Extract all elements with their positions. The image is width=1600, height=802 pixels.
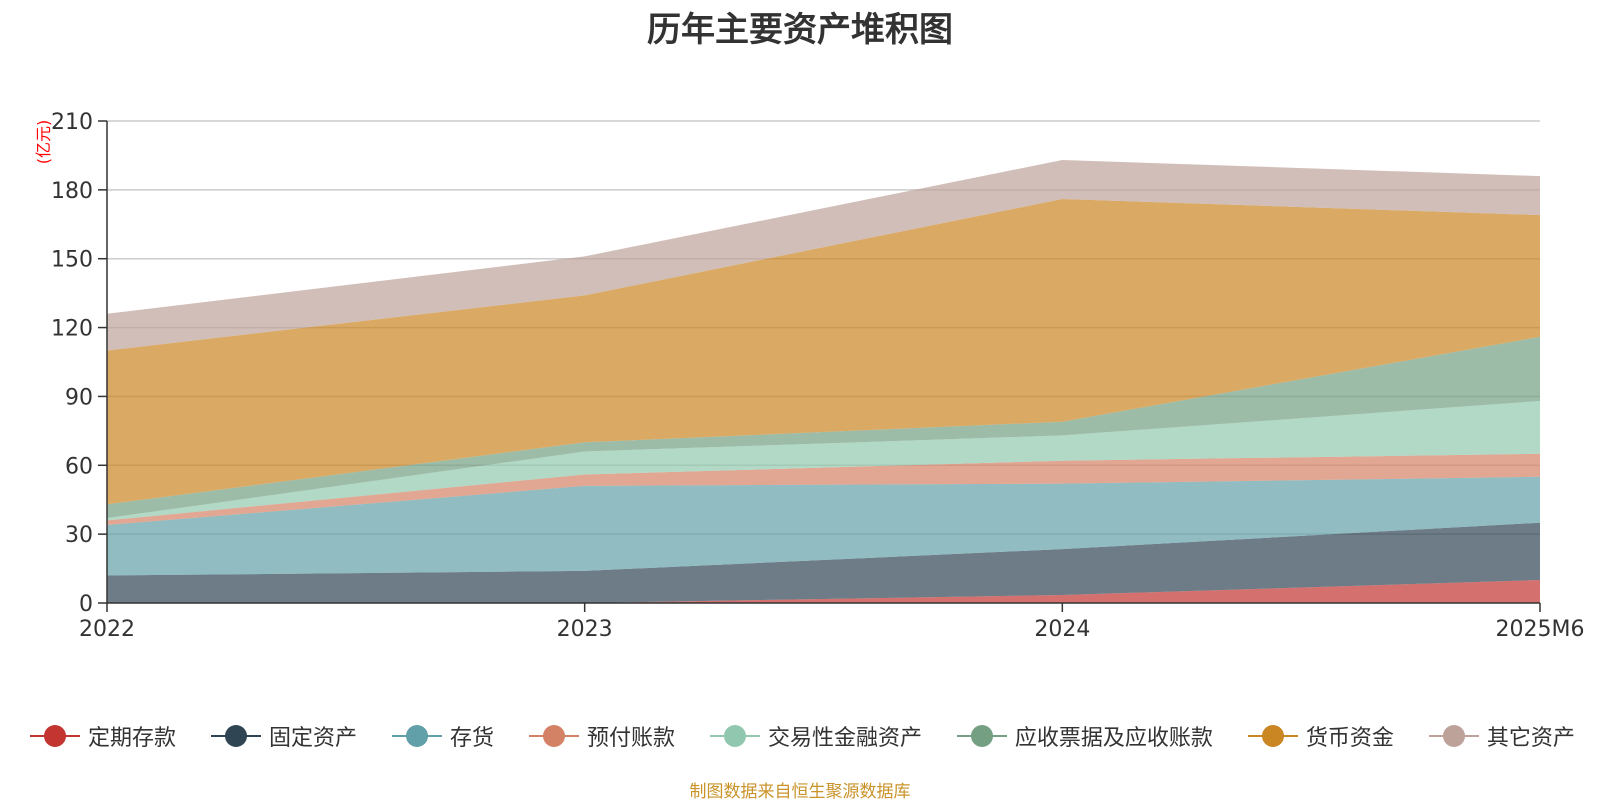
- legend-item[interactable]: 应收票据及应收账款: [956, 720, 1213, 752]
- legend-label: 应收票据及应收账款: [1014, 726, 1213, 751]
- y-tick-label: 90: [65, 385, 93, 410]
- legend-item[interactable]: 预付账款: [528, 720, 675, 752]
- legend-item[interactable]: 其它资产: [1428, 720, 1575, 752]
- legend-marker-icon: [528, 724, 579, 748]
- axes: 0 30 60 90 120 150 180 210 2022 2023 2024 2025M6: [51, 110, 1584, 642]
- legend-label: 固定资产: [268, 726, 357, 751]
- legend-marker-icon: [1247, 724, 1298, 748]
- legend: 定期存款 固定资产 存货 预付账款 交易性金融资产 应收票据及应收账款 货币资金 其它资产: [30, 718, 1575, 754]
- x-tick-label: 2024: [1034, 617, 1090, 642]
- y-axis-unit-label: (亿元): [34, 120, 53, 165]
- legend-label: 预付账款: [586, 726, 675, 751]
- chart-title: 历年主要资产堆积图: [647, 10, 953, 50]
- legend-marker-icon: [210, 724, 261, 748]
- x-tick-label: 2023: [557, 617, 613, 642]
- area-交易性金融资产: [107, 401, 1540, 521]
- area-货币资金: [107, 199, 1540, 505]
- source-note: 制图数据来自恒生聚源数据库: [689, 782, 911, 802]
- legend-label: 定期存款: [88, 726, 177, 751]
- area-预付账款: [107, 453, 1540, 525]
- y-tick-label: 0: [79, 592, 93, 617]
- area-定期存款: [107, 580, 1540, 603]
- legend-item[interactable]: 存货: [391, 720, 494, 752]
- y-tick-label: 60: [65, 454, 93, 479]
- y-tick-label: 120: [51, 317, 93, 342]
- area-固定资产: [107, 522, 1540, 603]
- x-tick-label: 2022: [79, 617, 135, 642]
- legend-label: 其它资产: [1486, 726, 1575, 751]
- legend-marker-icon: [391, 724, 442, 748]
- y-tick-label: 150: [51, 248, 93, 273]
- legend-item[interactable]: 货币资金: [1247, 720, 1394, 752]
- area-存货: [107, 476, 1540, 576]
- legend-marker-icon: [1428, 724, 1479, 748]
- legend-marker-icon: [956, 724, 1007, 748]
- y-tick-label: 210: [51, 110, 93, 135]
- legend-marker-icon: [30, 724, 80, 748]
- y-tick-label: 180: [51, 179, 93, 204]
- x-tick-label: 2025M6: [1496, 617, 1585, 642]
- legend-label: 货币资金: [1305, 726, 1394, 751]
- legend-label: 交易性金融资产: [767, 726, 922, 751]
- area-series: [107, 160, 1540, 603]
- legend-marker-icon: [709, 724, 760, 748]
- legend-item[interactable]: 固定资产: [210, 720, 357, 752]
- area-其它资产: [107, 160, 1540, 351]
- y-tick-label: 30: [65, 523, 93, 548]
- legend-item[interactable]: 定期存款: [30, 720, 176, 752]
- legend-label: 存货: [449, 726, 494, 751]
- legend-item[interactable]: 交易性金融资产: [709, 720, 922, 752]
